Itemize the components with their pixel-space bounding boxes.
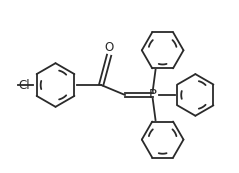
Text: O: O	[104, 41, 114, 54]
Text: Cl: Cl	[18, 79, 30, 92]
Text: P: P	[149, 88, 157, 101]
